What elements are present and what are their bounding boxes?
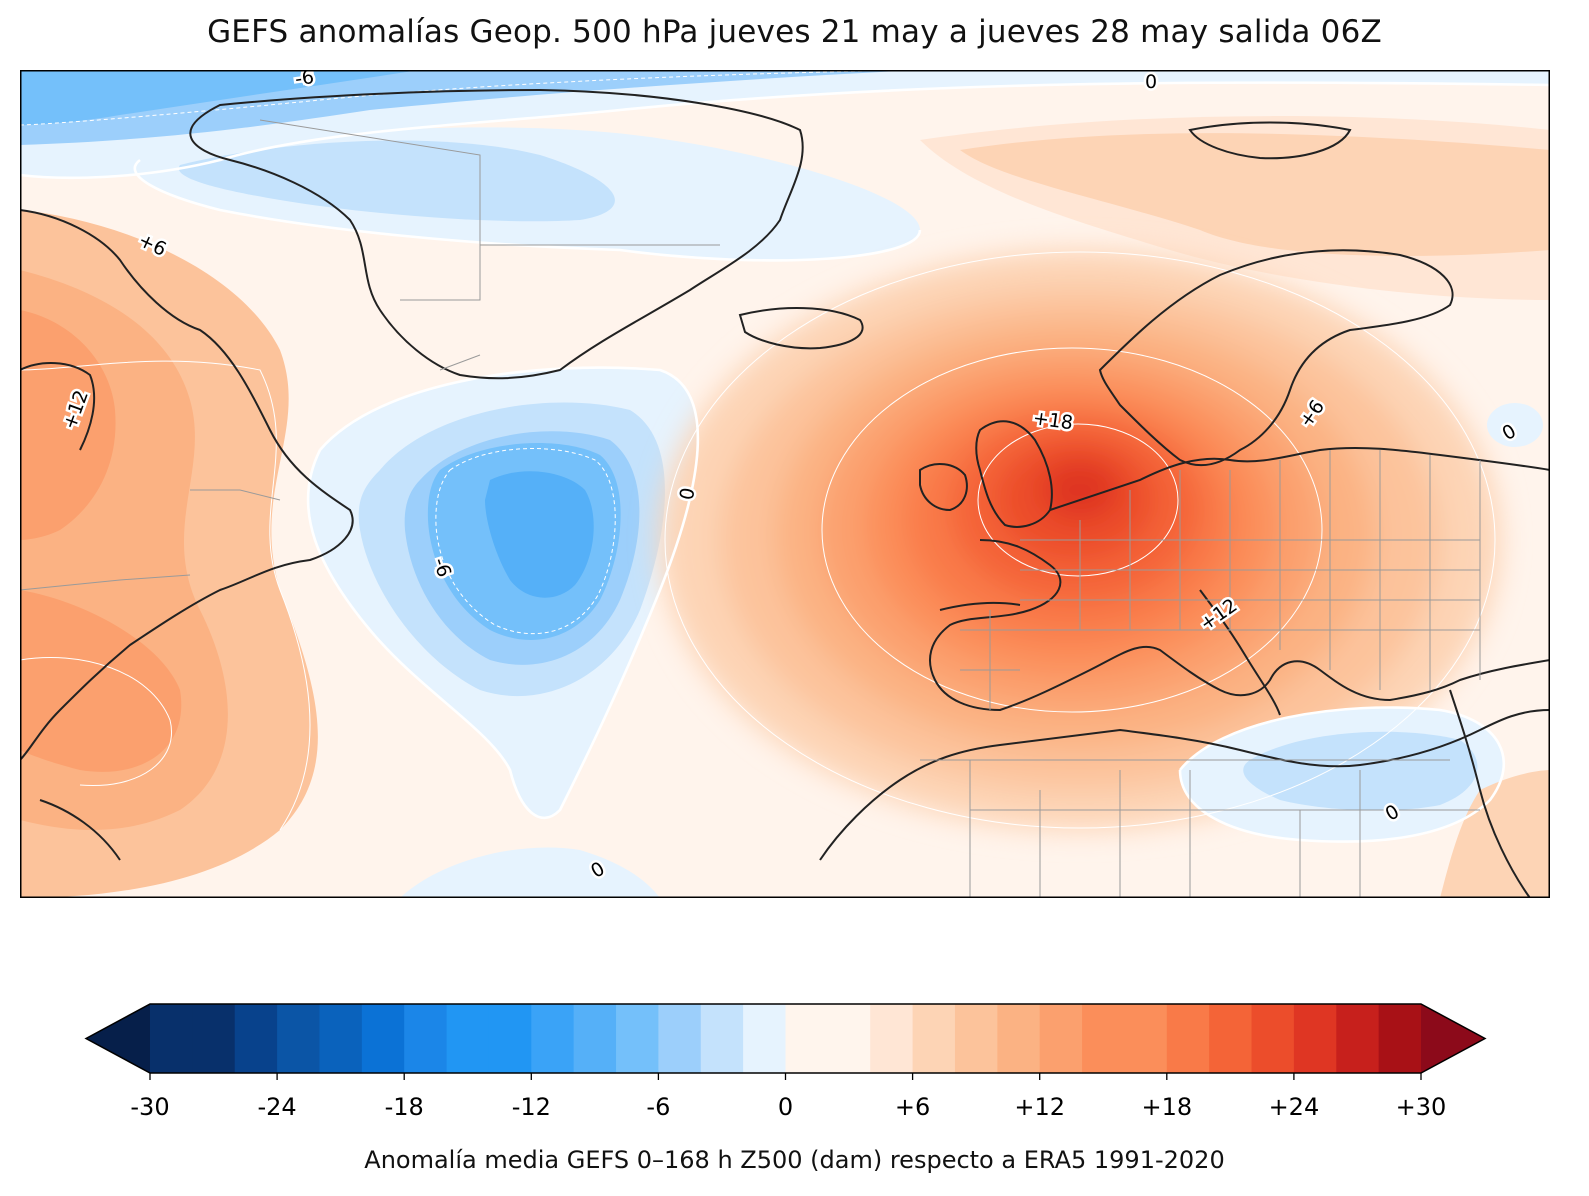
colorbar-segment	[1209, 1004, 1253, 1073]
colorbar-tick-label: +6	[895, 1093, 930, 1121]
contour-lines	[20, 70, 1550, 843]
colorbar-segment	[616, 1004, 659, 1073]
colorbar-under-extension	[86, 1004, 150, 1073]
colorbar-segment	[404, 1004, 448, 1073]
colorbar-tick-label: -6	[646, 1093, 670, 1121]
coastlines	[20, 88, 1550, 898]
colorbar-segment	[319, 1004, 363, 1073]
colorbar-segment	[488, 1004, 532, 1073]
colorbar-segment	[997, 1004, 1041, 1073]
colorbar-segment	[1124, 1004, 1168, 1073]
colorbar-segment	[361, 1004, 405, 1073]
colorbar-tick-label: -18	[385, 1093, 424, 1121]
colorbar-segment	[1039, 1004, 1083, 1073]
colorbar-tick-label: -12	[512, 1093, 551, 1121]
colorbar-segment	[277, 1004, 321, 1073]
colorbar-segment	[658, 1004, 702, 1073]
colorbar-segment	[531, 1004, 575, 1073]
chart-title: GEFS anomalías Geop. 500 hPa jueves 21 m…	[207, 14, 1382, 50]
colorbar-segment	[1336, 1004, 1380, 1073]
colorbar-tick-label: -30	[130, 1093, 169, 1121]
colorbar-segment	[827, 1004, 871, 1073]
colorbar-tick-label: +24	[1269, 1093, 1320, 1121]
colorbar: -30 -24 -18 -12 -6 0 +6 +12 +18 +24 +30	[84, 1003, 1487, 1121]
colorbar-segment	[785, 1004, 829, 1073]
colorbar-segment	[700, 1004, 744, 1073]
colorbar-segment	[743, 1004, 787, 1073]
colorbar-segments	[84, 1003, 1487, 1074]
anomaly-map: -6 0 +6 +12 0 -6 +18 +12 +6 0 0 0	[20, 70, 1550, 898]
borders	[20, 119, 1481, 898]
contour-label: 0	[1145, 71, 1157, 93]
colorbar-tick-label: +30	[1396, 1093, 1447, 1121]
colorbar-segment	[1082, 1004, 1126, 1073]
colorbar-segment	[954, 1004, 998, 1073]
map-frame	[20, 70, 1550, 898]
colorbar-segment	[150, 1004, 193, 1073]
colorbar-segment	[234, 1004, 278, 1073]
colorbar-label: Anomalía media GEFS 0–168 h Z500 (dam) r…	[364, 1146, 1225, 1174]
contour-label: -6	[294, 70, 316, 90]
colorbar-segment	[446, 1004, 490, 1073]
colorbar-segment	[912, 1004, 956, 1073]
colorbar-ticks: -30 -24 -18 -12 -6 0 +6 +12 +18 +24 +30	[130, 1073, 1446, 1121]
colorbar-segment	[573, 1004, 617, 1073]
colorbar-segment	[870, 1004, 914, 1073]
colorbar-tick-label: -24	[257, 1093, 296, 1121]
colorbar-segment	[1166, 1004, 1210, 1073]
colorbar-tick-label: 0	[778, 1093, 793, 1121]
colorbar-tick-label: +18	[1141, 1093, 1192, 1121]
colorbar-tick-label: +12	[1014, 1093, 1065, 1121]
colorbar-over-extension	[1421, 1004, 1485, 1073]
colorbar-segment	[1251, 1004, 1295, 1073]
colorbar-segment	[192, 1004, 236, 1073]
colorbar-segment	[1293, 1004, 1337, 1073]
colorbar-segment	[1378, 1004, 1422, 1073]
